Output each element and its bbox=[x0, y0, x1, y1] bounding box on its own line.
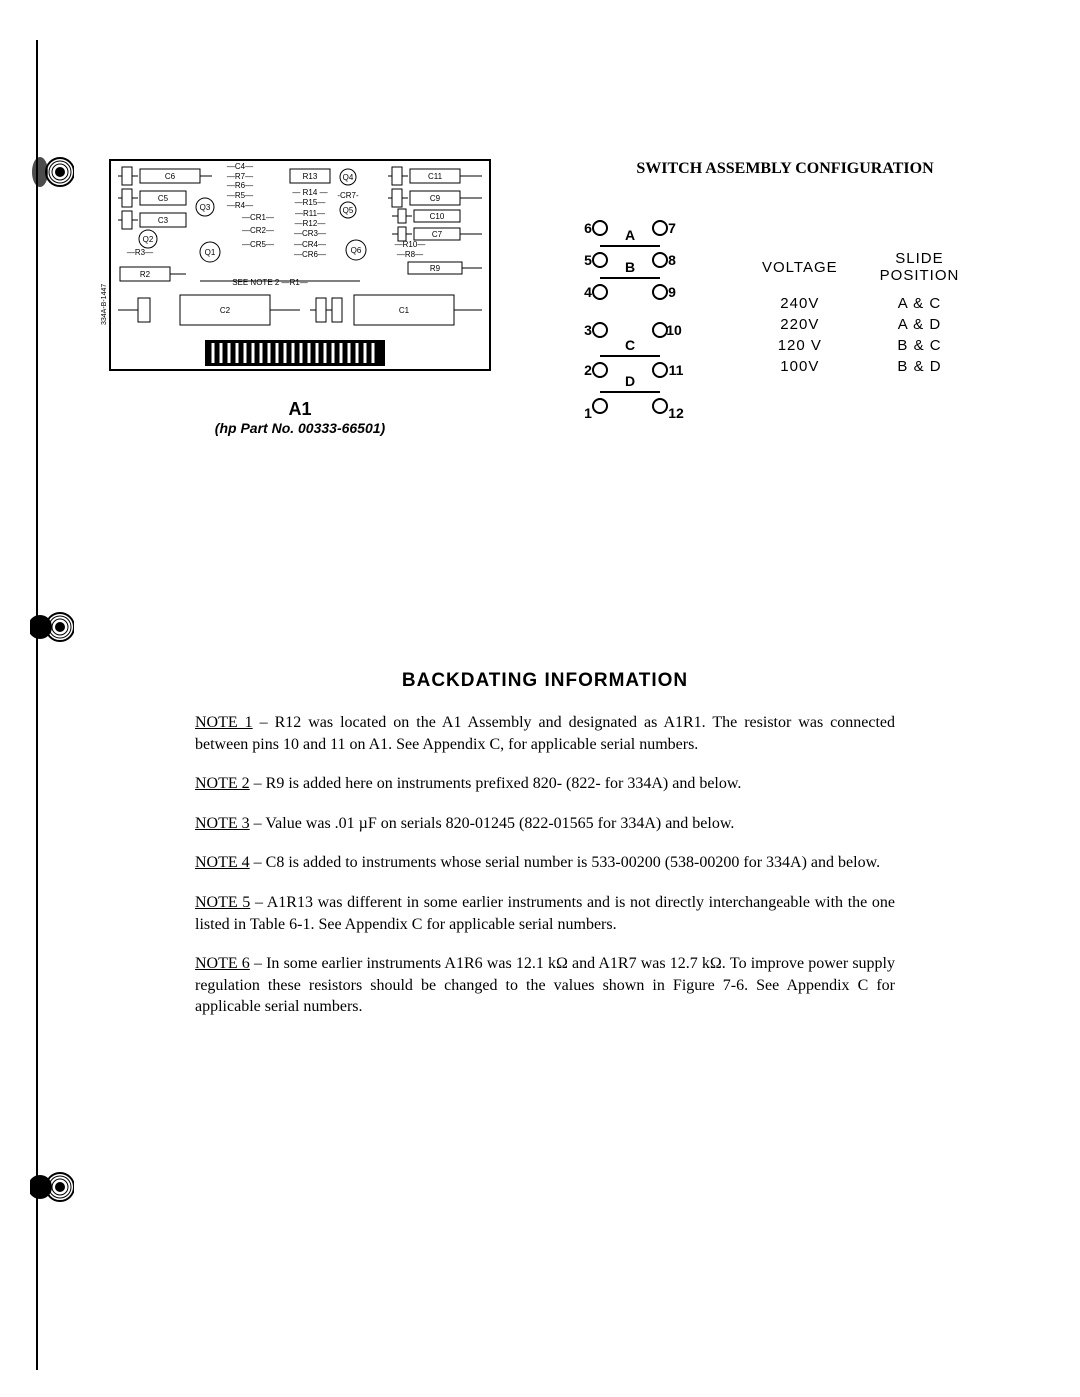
svg-text:C9: C9 bbox=[430, 194, 441, 203]
svg-text:Q3: Q3 bbox=[200, 203, 211, 212]
svg-text:11: 11 bbox=[669, 362, 684, 378]
schematic-caption-line2: (hp Part No. 00333-66501) bbox=[100, 420, 500, 436]
voltage-table: VOLTAGE SLIDEPOSITION 240VA & C 220VA & … bbox=[740, 248, 981, 378]
svg-text:C11: C11 bbox=[428, 172, 443, 181]
svg-text:Q2: Q2 bbox=[143, 235, 154, 244]
svg-text:—CR4—: —CR4— bbox=[294, 240, 326, 249]
svg-text:C1: C1 bbox=[399, 306, 410, 315]
svg-text:Q5: Q5 bbox=[343, 206, 354, 215]
backdating-section: BACKDATING INFORMATION NOTE 1 – R12 was … bbox=[195, 670, 895, 1036]
switch-title: SWITCH ASSEMBLY CONFIGURATION bbox=[560, 160, 1010, 178]
svg-text:—R12—: —R12— bbox=[295, 219, 326, 228]
svg-text:R9: R9 bbox=[430, 264, 441, 273]
svg-text:—C4—: —C4— bbox=[227, 162, 253, 171]
svg-text:6: 6 bbox=[584, 220, 592, 236]
svg-text:C6: C6 bbox=[165, 172, 176, 181]
svg-text:—R5—: —R5— bbox=[227, 191, 253, 200]
svg-text:5: 5 bbox=[584, 252, 592, 268]
binder-hole-icon bbox=[30, 610, 74, 644]
svg-text:1: 1 bbox=[584, 405, 592, 421]
svg-text:B: B bbox=[625, 259, 635, 275]
svg-text:—R3—: —R3— bbox=[127, 248, 153, 257]
switch-diagram: 6 7 A 5 8 B 4 9 3 10 C bbox=[560, 208, 700, 433]
svg-text:-CR7-: -CR7- bbox=[337, 191, 359, 200]
table-row: 120 VB & C bbox=[742, 336, 979, 355]
svg-text:R13: R13 bbox=[303, 172, 318, 181]
note-4: NOTE 4 – C8 is added to instruments whos… bbox=[195, 852, 895, 874]
svg-text:9: 9 bbox=[668, 284, 676, 300]
svg-text:4: 4 bbox=[584, 284, 592, 300]
table-row: 240VA & C bbox=[742, 294, 979, 313]
table-header-position: SLIDEPOSITION bbox=[860, 250, 980, 292]
svg-text:—CR5—: —CR5— bbox=[242, 240, 274, 249]
svg-text:12: 12 bbox=[668, 405, 684, 421]
binder-hole-icon bbox=[30, 1170, 74, 1204]
svg-text:R2: R2 bbox=[140, 270, 151, 279]
svg-text:D: D bbox=[625, 373, 635, 389]
svg-text:Q4: Q4 bbox=[343, 173, 354, 182]
svg-text:—R7—: —R7— bbox=[227, 172, 253, 181]
svg-text:—R15—: —R15— bbox=[295, 198, 326, 207]
svg-text:2: 2 bbox=[584, 362, 592, 378]
table-header-voltage: VOLTAGE bbox=[742, 250, 858, 292]
svg-text:—R11—: —R11— bbox=[295, 209, 325, 218]
table-row: 220VA & D bbox=[742, 315, 979, 334]
svg-text:— R14 —: — R14 — bbox=[292, 188, 327, 197]
svg-text:—CR1—: —CR1— bbox=[242, 213, 274, 222]
svg-text:—CR6—: —CR6— bbox=[294, 250, 326, 259]
note-3: NOTE 3 – Value was .01 µF on serials 820… bbox=[195, 813, 895, 835]
svg-text:A: A bbox=[625, 227, 635, 243]
svg-text:—R8—: —R8— bbox=[397, 250, 423, 259]
svg-text:8: 8 bbox=[668, 252, 676, 268]
binder-hole-icon bbox=[30, 155, 74, 189]
svg-text:10: 10 bbox=[666, 322, 682, 338]
svg-text:—R6—: —R6— bbox=[227, 181, 253, 190]
note-2: NOTE 2 – R9 is added here on instruments… bbox=[195, 773, 895, 795]
note-1: NOTE 1 – R12 was located on the A1 Assem… bbox=[195, 712, 895, 755]
svg-text:—R4—: —R4— bbox=[227, 201, 253, 210]
svg-text:—CR2—: —CR2— bbox=[242, 226, 274, 235]
svg-text:C3: C3 bbox=[158, 216, 169, 225]
note-5: NOTE 5 – A1R13 was different in some ear… bbox=[195, 892, 895, 935]
svg-text:C10: C10 bbox=[430, 212, 445, 221]
switch-assembly-section: SWITCH ASSEMBLY CONFIGURATION 6 7 A 5 8 … bbox=[560, 160, 1010, 433]
schematic-diagram: 334A-B-1447 C6 —C4— —R7— —R6— R13 Q4 C11… bbox=[100, 155, 500, 436]
schematic-caption-line1: A1 bbox=[100, 399, 500, 420]
svg-text:C: C bbox=[625, 337, 635, 353]
table-row: 100VB & D bbox=[742, 357, 979, 376]
backdating-title: BACKDATING INFORMATION bbox=[195, 670, 895, 692]
svg-text:C2: C2 bbox=[220, 306, 231, 315]
svg-text:—CR3—: —CR3— bbox=[294, 229, 326, 238]
svg-text:SEE NOTE 2 —R1—: SEE NOTE 2 —R1— bbox=[232, 278, 308, 287]
note-6: NOTE 6 – In some earlier instruments A1R… bbox=[195, 953, 895, 1018]
svg-text:7: 7 bbox=[668, 220, 676, 236]
svg-text:Q6: Q6 bbox=[351, 246, 362, 255]
svg-text:Q1: Q1 bbox=[205, 248, 216, 257]
svg-text:C5: C5 bbox=[158, 194, 169, 203]
svg-text:C7: C7 bbox=[432, 230, 443, 239]
svg-text:—R10—: —R10— bbox=[395, 240, 426, 249]
svg-text:3: 3 bbox=[584, 322, 592, 338]
side-label: 334A-B-1447 bbox=[101, 284, 108, 325]
